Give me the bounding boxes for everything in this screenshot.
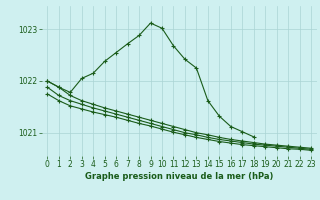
X-axis label: Graphe pression niveau de la mer (hPa): Graphe pression niveau de la mer (hPa) xyxy=(85,172,273,181)
